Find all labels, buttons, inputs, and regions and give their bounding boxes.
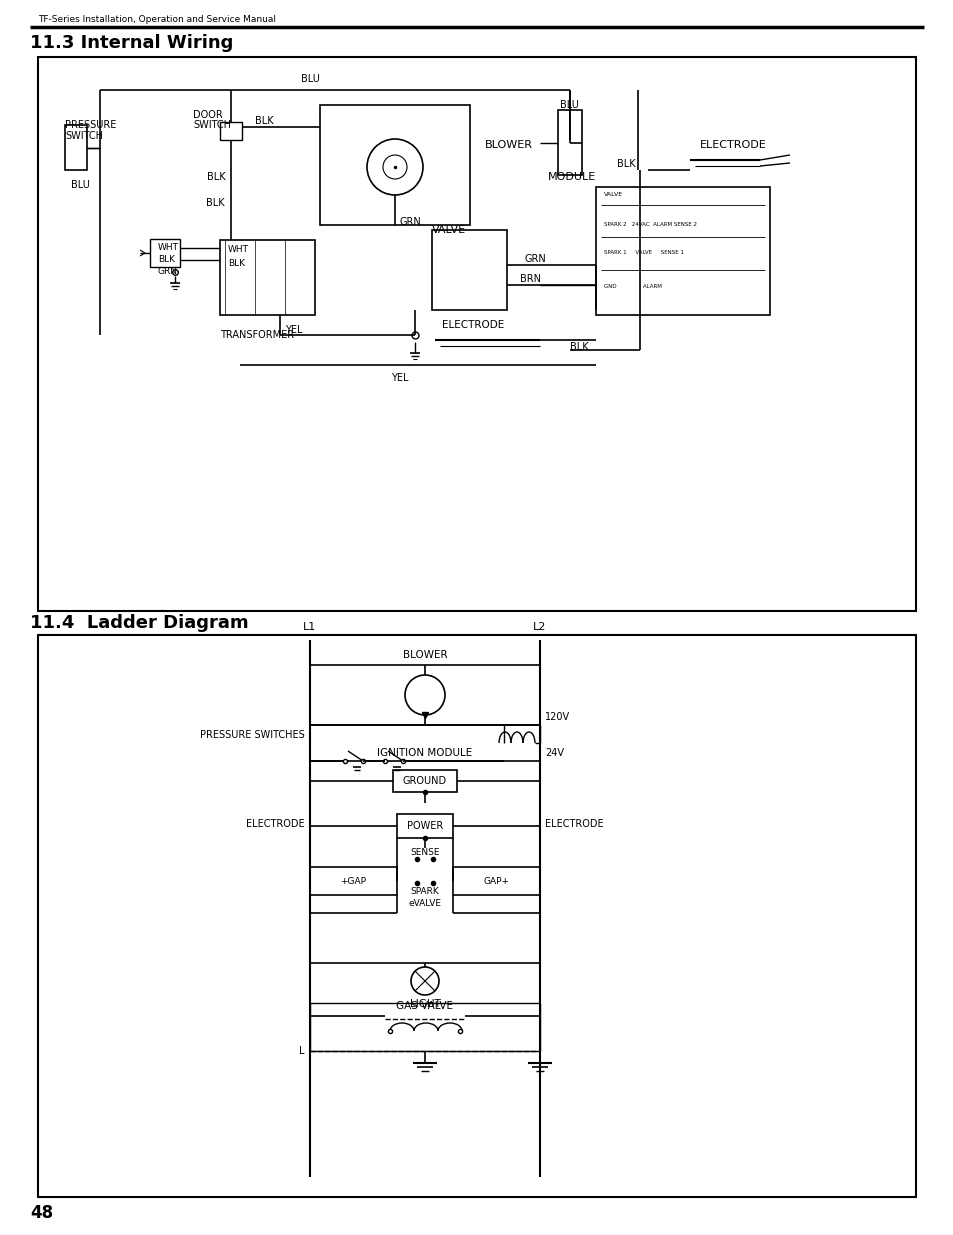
Text: ELECTRODE: ELECTRODE	[544, 819, 603, 829]
Bar	[453, 867, 539, 895]
Text: SPARK 1     VALVE     SENSE 1: SPARK 1 VALVE SENSE 1	[603, 251, 683, 256]
Text: TF-Series Installation, Operation and Service Manual: TF-Series Installation, Operation and Se…	[38, 16, 275, 25]
Bar	[310, 1003, 539, 1051]
Text: POWER: POWER	[406, 821, 442, 831]
Text: BLK: BLK	[206, 198, 224, 207]
Text: SWITCH: SWITCH	[65, 131, 103, 141]
Text: eVALVE: eVALVE	[408, 899, 441, 908]
Text: VALVE: VALVE	[603, 193, 622, 198]
Text: L: L	[299, 1046, 305, 1056]
Bar	[150, 240, 180, 267]
Text: DOOR: DOOR	[193, 110, 222, 120]
Text: BLK: BLK	[158, 256, 174, 264]
Bar	[220, 122, 242, 140]
Text: GRN: GRN	[399, 217, 421, 227]
Text: BLK: BLK	[228, 258, 245, 268]
Text: GROUND: GROUND	[402, 776, 447, 785]
Text: ELECTRODE: ELECTRODE	[246, 819, 305, 829]
Text: SWITCH: SWITCH	[193, 120, 231, 130]
Text: YEL: YEL	[285, 325, 302, 335]
Text: 120V: 120V	[544, 713, 570, 722]
Text: WHT: WHT	[158, 243, 179, 252]
Text: ELECTRODE: ELECTRODE	[441, 320, 504, 330]
Bar	[396, 814, 453, 839]
Bar	[393, 769, 456, 792]
Bar	[38, 635, 915, 1197]
Text: BLOWER: BLOWER	[402, 650, 447, 659]
Bar	[558, 110, 581, 175]
Bar	[65, 125, 87, 170]
Text: BLK: BLK	[207, 172, 226, 182]
Text: L2: L2	[533, 622, 546, 632]
Text: PRESSURE: PRESSURE	[65, 120, 116, 130]
Text: BLK: BLK	[569, 342, 588, 352]
Text: GAS VALVE: GAS VALVE	[396, 1002, 453, 1011]
Text: GAP+: GAP+	[483, 877, 509, 885]
Text: 11.3 Internal Wiring: 11.3 Internal Wiring	[30, 35, 233, 52]
Text: BRN: BRN	[519, 274, 540, 284]
Text: MODULE: MODULE	[547, 172, 596, 182]
Text: LIGHT: LIGHT	[409, 999, 440, 1009]
Text: GND               ALARM: GND ALARM	[603, 284, 661, 289]
Text: 48: 48	[30, 1204, 53, 1221]
Text: +GAP: +GAP	[340, 877, 366, 885]
Bar	[432, 230, 506, 310]
Text: WHT: WHT	[228, 246, 249, 254]
Text: PRESSURE SWITCHES: PRESSURE SWITCHES	[200, 730, 305, 740]
Bar	[319, 105, 470, 225]
Text: TRANSFORMER: TRANSFORMER	[220, 330, 294, 340]
Text: SPARK 2   24VAC  ALARM SENSE 2: SPARK 2 24VAC ALARM SENSE 2	[603, 222, 697, 227]
Text: YEL: YEL	[391, 373, 408, 383]
Bar	[220, 240, 314, 315]
Text: BLK: BLK	[617, 159, 636, 169]
Bar	[596, 186, 769, 315]
Text: BLU: BLU	[300, 74, 319, 84]
Bar	[310, 867, 396, 895]
Text: L1: L1	[303, 622, 316, 632]
Text: GRN: GRN	[158, 268, 178, 277]
Bar	[38, 57, 915, 611]
Text: GRN: GRN	[524, 254, 546, 264]
Text: IGNITION MODULE: IGNITION MODULE	[377, 748, 472, 758]
Text: 24V: 24V	[544, 748, 563, 758]
Text: BLOWER: BLOWER	[484, 140, 533, 149]
Text: 11.4  Ladder Diagram: 11.4 Ladder Diagram	[30, 614, 249, 632]
Text: BLK: BLK	[254, 116, 274, 126]
Text: BLU: BLU	[71, 180, 90, 190]
Text: BLU: BLU	[559, 100, 578, 110]
Text: ELECTRODE: ELECTRODE	[700, 140, 766, 149]
Text: SPARK: SPARK	[410, 887, 439, 897]
Text: VALVE: VALVE	[432, 225, 466, 235]
Text: SENSE: SENSE	[410, 848, 439, 857]
